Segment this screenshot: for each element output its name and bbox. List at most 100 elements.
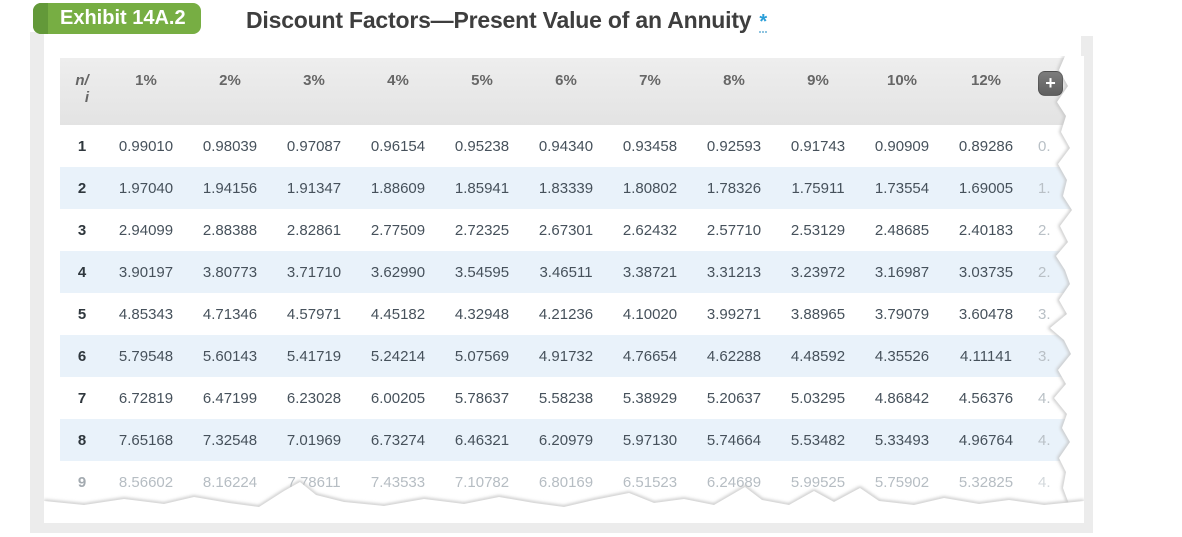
factor-cell: 3.62990 xyxy=(370,263,426,281)
factor-cell: 0.97087 xyxy=(286,137,342,155)
torn-partial-cell: 2. xyxy=(1038,263,1051,281)
factor-cell: 1.83339 xyxy=(538,179,594,197)
corner-header: n/ i xyxy=(60,58,104,125)
table-row: 5 4.85343 4.71346 4.57971 4.45182 4.32948 4.21… xyxy=(60,293,1084,335)
row-number: 4 xyxy=(77,263,87,281)
corner-header-i: i xyxy=(84,89,90,106)
factor-cell: 6.24689 xyxy=(706,473,762,491)
factor-cell: 8.16224 xyxy=(202,473,258,491)
torn-partial-cell: 4. xyxy=(1038,473,1051,491)
corner-header-n: n/ xyxy=(75,72,89,89)
factor-cell: 0.99010 xyxy=(118,137,174,155)
factor-cell: 2.62432 xyxy=(622,221,678,239)
factor-cell: 5.07569 xyxy=(454,347,510,365)
factor-cell: 0.94340 xyxy=(538,137,594,155)
factor-cell: 3.60478 xyxy=(958,305,1014,323)
factor-cell: 1.94156 xyxy=(202,179,258,197)
factor-cell: 6.47199 xyxy=(202,389,258,407)
factor-cell: 0.93458 xyxy=(622,137,678,155)
factor-cell: 5.58238 xyxy=(538,389,594,407)
panel-edge-left xyxy=(30,32,44,523)
exhibit-badge: Exhibit 14A.2 xyxy=(33,3,201,34)
factor-cell: 4.56376 xyxy=(958,389,1014,407)
factor-cell: 4.35526 xyxy=(874,347,930,365)
factor-cell: 0.96154 xyxy=(370,137,426,155)
column-header-7pct: 7% xyxy=(608,58,692,125)
add-column-button[interactable]: + xyxy=(1038,71,1063,96)
column-header-2pct: 2% xyxy=(188,58,272,125)
factor-cell: 0.98039 xyxy=(202,137,258,155)
factor-cell: 3.88965 xyxy=(790,305,846,323)
torn-partial-cell: 0. xyxy=(1038,137,1051,155)
factor-cell: 3.71710 xyxy=(286,263,342,281)
exhibit-title: Discount Factors—Present Value of an Ann… xyxy=(246,7,767,34)
factor-cell: 2.77509 xyxy=(370,221,426,239)
table-body: 1 0.99010 0.98039 0.97087 0.96154 0.95238 0.94… xyxy=(60,125,1084,503)
footnote-asterisk-link[interactable]: * xyxy=(759,11,767,33)
factor-cell: 4.11141 xyxy=(960,347,1012,365)
factor-cell: 6.73274 xyxy=(370,431,426,449)
row-number: 5 xyxy=(77,305,87,323)
factor-cell: 3.16987 xyxy=(874,263,930,281)
factor-cell: 2.48685 xyxy=(874,221,930,239)
factor-cell: 4.45182 xyxy=(370,305,426,323)
row-number: 9 xyxy=(77,473,87,491)
factor-cell: 4.96764 xyxy=(958,431,1014,449)
torn-partial-cell: 1. xyxy=(1038,179,1051,197)
factor-cell: 1.75911 xyxy=(791,179,845,197)
factor-cell: 2.72325 xyxy=(454,221,510,239)
factor-cell: 1.85941 xyxy=(454,179,510,197)
factor-cell: 3.80773 xyxy=(202,263,258,281)
factor-cell: 6.00205 xyxy=(370,389,426,407)
table-row: 9 8.56602 8.16224 7.78611 7.43533 7.10782 6.80… xyxy=(60,461,1084,503)
exhibit-title-text: Discount Factors—Present Value of an Ann… xyxy=(246,7,752,33)
factor-cell: 4.85343 xyxy=(118,305,174,323)
factor-cell: 7.78611 xyxy=(287,473,341,491)
factor-cell: 4.91732 xyxy=(538,347,594,365)
factor-cell: 1.91347 xyxy=(286,179,342,197)
factor-cell: 6.80169 xyxy=(538,473,594,491)
factor-cell: 5.60143 xyxy=(202,347,258,365)
column-header-1pct: 1% xyxy=(104,58,188,125)
column-header-12pct: 12% xyxy=(944,58,1028,125)
factor-cell: 7.32548 xyxy=(202,431,258,449)
row-number: 6 xyxy=(77,347,87,365)
factor-cell: 2.53129 xyxy=(790,221,846,239)
factor-cell: 5.24214 xyxy=(370,347,426,365)
table-header: n/ i 1% 2% 3% 4% 5% 6% 7% 8% 9% 10% 12% xyxy=(60,58,1084,125)
factor-cell: 3.54595 xyxy=(454,263,510,281)
factor-cell: 6.72819 xyxy=(118,389,174,407)
factor-cell: 7.43533 xyxy=(370,473,426,491)
factor-cell: 4.62288 xyxy=(706,347,762,365)
annuity-table: n/ i 1% 2% 3% 4% 5% 6% 7% 8% 9% 10% 12% 1 0.99010 0.… xyxy=(60,58,1084,503)
torn-partial-cell: 4. xyxy=(1038,431,1051,449)
factor-cell: 0.92593 xyxy=(706,137,762,155)
table-row: 4 3.90197 3.80773 3.71710 3.62990 3.54595 3.46… xyxy=(60,251,1084,293)
table-row: 2 1.97040 1.94156 1.91347 1.88609 1.85941 1.83… xyxy=(60,167,1084,209)
factor-cell: 2.57710 xyxy=(706,221,762,239)
factor-cell: 6.23028 xyxy=(286,389,342,407)
table-row: 3 2.94099 2.88388 2.82861 2.77509 2.72325 2.67… xyxy=(60,209,1084,251)
factor-cell: 0.89286 xyxy=(958,137,1014,155)
table-row: 8 7.65168 7.32548 7.01969 6.73274 6.46321 6.20… xyxy=(60,419,1084,461)
factor-cell: 6.20979 xyxy=(538,431,594,449)
factor-cell: 5.97130 xyxy=(622,431,678,449)
factor-cell: 0.95238 xyxy=(454,137,510,155)
torn-partial-cell: 2. xyxy=(1038,221,1051,239)
column-header-6pct: 6% xyxy=(524,58,608,125)
factor-cell: 4.10020 xyxy=(622,305,678,323)
row-number: 2 xyxy=(77,179,87,197)
factor-cell: 2.40183 xyxy=(958,221,1014,239)
factor-cell: 5.38929 xyxy=(622,389,678,407)
torn-partial-cell: 3. xyxy=(1038,347,1051,365)
column-header-5pct: 5% xyxy=(440,58,524,125)
factor-cell: 3.99271 xyxy=(706,305,762,323)
column-header-10pct: 10% xyxy=(860,58,944,125)
factor-cell: 8.56602 xyxy=(118,473,174,491)
panel-edge-right xyxy=(1081,36,1093,523)
factor-cell: 3.38721 xyxy=(622,263,678,281)
torn-partial-cell: 4. xyxy=(1038,389,1051,407)
row-number: 7 xyxy=(77,389,87,407)
factor-cell: 7.65168 xyxy=(118,431,174,449)
